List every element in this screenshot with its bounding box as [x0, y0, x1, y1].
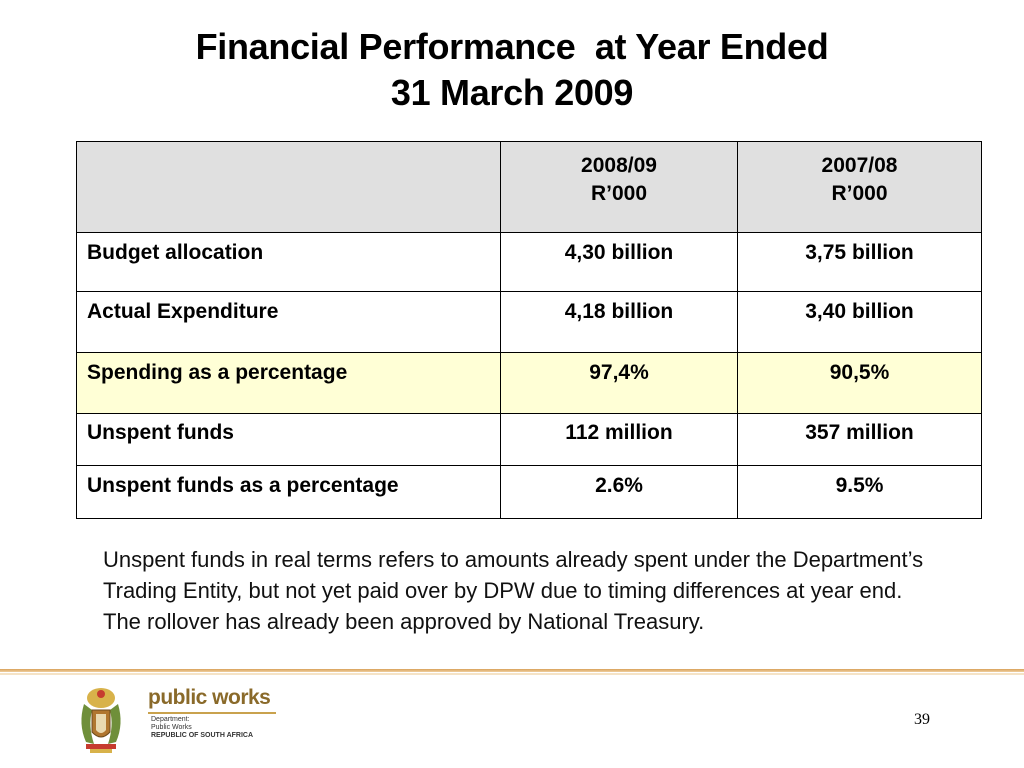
row-value-2008-09: 2.6% — [500, 465, 738, 519]
row-label: Actual Expenditure — [76, 291, 501, 353]
page-number: 39 — [914, 711, 930, 728]
footer-divider — [0, 669, 1024, 672]
header-col-2007-08: 2007/08 R’000 — [737, 141, 982, 233]
row-label: Unspent funds — [76, 413, 501, 466]
row-value-2008-09: 112 million — [500, 413, 738, 466]
header-unit: R’000 — [590, 182, 648, 205]
row-value-2008-09: 4,18 billion — [500, 291, 738, 353]
financial-table: 2008/09 R’000 2007/08 R’000 Budget alloc… — [76, 141, 982, 519]
row-value-2007-08: 357 million — [737, 413, 982, 466]
logo-title: public works — [148, 686, 271, 709]
table-header-row: 2008/09 R’000 2007/08 R’000 — [76, 141, 982, 233]
logo-line-republic: REPUBLIC OF SOUTH AFRICA — [151, 732, 254, 739]
row-value-2007-08: 90,5% — [737, 352, 982, 414]
table-row: Actual Expenditure 4,18 billion 3,40 bil… — [76, 291, 982, 353]
table-row: Unspent funds 112 million 357 million — [76, 413, 982, 466]
row-label: Spending as a percentage — [76, 352, 501, 414]
title-line-1: Financial Performance at Year Ended — [195, 26, 829, 67]
header-year: 2008/09 — [581, 154, 657, 177]
row-value-2008-09: 97,4% — [500, 352, 738, 414]
row-label: Unspent funds as a percentage — [76, 465, 501, 519]
row-value-2008-09: 4,30 billion — [500, 232, 738, 292]
row-value-2007-08: 9.5% — [737, 465, 982, 519]
header-unit: R’000 — [831, 182, 888, 205]
logo-underline — [148, 712, 276, 714]
header-col-2008-09: 2008/09 R’000 — [500, 141, 738, 233]
title-line-2: 31 March 2009 — [390, 72, 634, 113]
explanatory-note: Unspent funds in real terms refers to am… — [103, 547, 924, 634]
row-label: Budget allocation — [76, 232, 501, 292]
header-empty-cell — [76, 141, 501, 233]
public-works-logo: public works — [148, 686, 271, 710]
logo-line-public-works: Public Works — [151, 724, 192, 731]
table-row: Budget allocation 4,30 billion 3,75 bill… — [76, 232, 982, 292]
footer-divider-shadow — [0, 673, 1024, 675]
slide-title: Financial Performance at Year Ended 31 M… — [0, 24, 1024, 116]
coat-of-arms-icon — [81, 688, 121, 753]
logo-line-department: Department: — [151, 716, 190, 723]
logo-subtitle: Department: Public Works REPUBLIC OF SOU… — [151, 716, 253, 740]
header-year: 2007/08 — [821, 154, 898, 177]
table-row-highlighted: Spending as a percentage 97,4% 90,5% — [76, 352, 982, 414]
row-value-2007-08: 3,40 billion — [737, 291, 982, 353]
row-value-2007-08: 3,75 billion — [737, 232, 982, 292]
table-row: Unspent funds as a percentage 2.6% 9.5% — [76, 465, 982, 519]
